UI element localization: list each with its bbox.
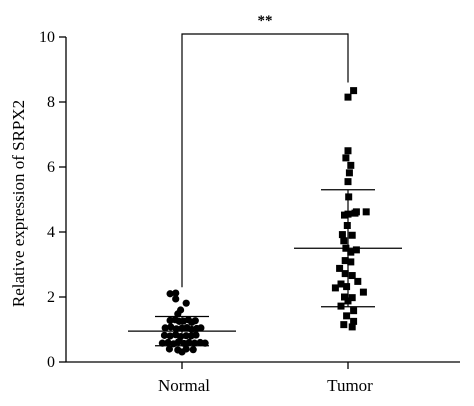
normal-point	[166, 332, 174, 340]
normal-point	[189, 346, 197, 354]
normal-point	[164, 338, 172, 347]
normal-point	[158, 339, 166, 347]
tumor-point	[359, 288, 367, 296]
tumor-point	[337, 280, 345, 288]
tumor-point	[347, 258, 355, 266]
y-axis-title: Relative expression of SRPX2	[9, 100, 28, 307]
normal-point	[174, 310, 182, 318]
tumor-point	[348, 294, 356, 302]
tumor-point	[347, 248, 355, 256]
normal-point	[165, 345, 173, 353]
tumor-point	[351, 209, 359, 217]
normal-point	[160, 331, 169, 339]
y-tick-label: 6	[47, 159, 55, 176]
y-tick-label: 10	[39, 29, 55, 46]
x-category-label: Normal	[158, 376, 210, 395]
tumor-point	[337, 302, 345, 310]
error-bars-layer	[128, 189, 402, 347]
tumor-point	[341, 211, 348, 219]
tumor-point	[343, 222, 351, 229]
normal-point	[191, 317, 199, 325]
y-tick-label: 0	[47, 354, 55, 371]
tumor-point	[352, 246, 360, 254]
normal-point	[201, 339, 209, 347]
tumor-point	[341, 257, 349, 265]
tumor-point	[347, 161, 355, 169]
tumor-point	[348, 231, 356, 239]
significance-bracket	[181, 33, 349, 288]
tumor-point	[344, 178, 352, 186]
tumor-point	[342, 154, 350, 162]
normal-point	[192, 331, 200, 339]
y-tick-label: 2	[47, 289, 55, 306]
normal-point	[191, 339, 199, 347]
tumor-point	[350, 307, 358, 315]
axes-layer: 0 2 4 6 8 10 Normal Tumor Relative expression of…	[9, 29, 460, 395]
tumor-point	[348, 272, 356, 280]
tumor-point	[338, 231, 346, 239]
tumor-point	[336, 264, 344, 272]
tumor-point	[343, 312, 351, 320]
normal-point	[172, 295, 180, 303]
tumor-point	[343, 283, 351, 291]
tumor-point	[345, 169, 353, 177]
tumor-point	[341, 270, 349, 278]
normal-point	[174, 338, 183, 346]
tumor-point	[348, 323, 356, 331]
normal-point	[182, 299, 190, 307]
tumor-point	[344, 93, 352, 101]
tumor-point	[331, 284, 339, 292]
tumor-point	[362, 208, 370, 216]
tumor-point	[350, 317, 358, 325]
tumor-point	[345, 193, 353, 201]
y-tick-label: 8	[47, 94, 55, 111]
normal-point	[172, 289, 180, 297]
normal-point	[167, 323, 175, 331]
points-layer	[158, 87, 370, 356]
significance-bracket-layer: **	[181, 13, 349, 288]
tumor-point	[340, 321, 348, 329]
x-category-label: Tumor	[327, 376, 373, 395]
tumor-point	[344, 147, 352, 155]
normal-point	[178, 348, 186, 356]
normal-point	[161, 324, 169, 332]
normal-point	[197, 324, 205, 332]
significance-label: **	[258, 13, 273, 29]
tumor-point	[341, 293, 348, 301]
tumor-point	[340, 237, 348, 245]
tumor-point	[350, 87, 358, 95]
normal-point	[166, 290, 174, 298]
normal-point	[185, 338, 193, 347]
y-tick-label: 4	[47, 224, 55, 241]
tumor-point	[354, 277, 362, 285]
